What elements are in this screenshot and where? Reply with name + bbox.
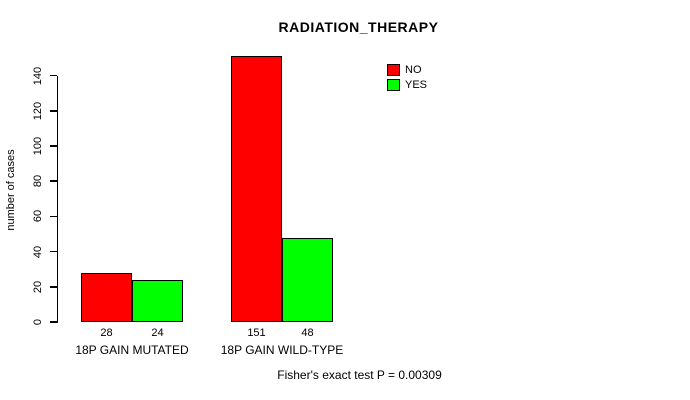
- annotation-text: Fisher's exact test P = 0.00309: [277, 368, 442, 382]
- y-axis-tick: [49, 215, 57, 218]
- y-axis-tick-label: 0: [32, 318, 44, 326]
- bar-no: [81, 272, 132, 322]
- y-axis-tick-label: 20: [32, 280, 44, 293]
- legend-label: NO: [405, 64, 422, 76]
- y-axis-label: number of cases: [5, 149, 17, 231]
- legend-item: YES: [387, 79, 427, 91]
- y-axis-tick: [49, 250, 57, 253]
- y-axis-tick: [49, 145, 57, 147]
- legend-swatch: [387, 64, 400, 76]
- chart-title: RADIATION_THERAPY: [278, 19, 439, 35]
- y-axis-line: [56, 75, 58, 323]
- bar-value-label: 48: [301, 327, 314, 339]
- y-axis-tick: [49, 286, 57, 288]
- y-axis-tick-label: 40: [32, 245, 44, 258]
- bar-yes: [132, 279, 183, 322]
- category-label: 18P GAIN MUTATED: [75, 343, 189, 357]
- y-axis-tick-label: 140: [32, 66, 44, 85]
- y-axis-tick-label: 80: [32, 175, 44, 188]
- y-axis-tick-label: 100: [32, 136, 44, 156]
- y-axis-tick: [49, 321, 57, 323]
- bar-yes: [282, 237, 333, 322]
- legend-swatch: [387, 79, 400, 91]
- y-axis-tick: [49, 180, 57, 182]
- y-axis-tick: [49, 74, 57, 77]
- y-axis-tick-label: 120: [32, 101, 44, 120]
- bar-value-label: 24: [151, 327, 164, 339]
- legend: NO YES: [387, 64, 427, 94]
- bar-value-label: 28: [100, 327, 113, 339]
- y-axis-tick-label: 60: [32, 210, 44, 223]
- bar-value-label: 151: [247, 327, 266, 339]
- legend-label: YES: [405, 79, 428, 91]
- category-label: 18P GAIN WILD-TYPE: [220, 343, 344, 357]
- legend-item: NO: [387, 64, 427, 76]
- y-axis-tick: [49, 110, 57, 112]
- bar-no: [231, 56, 282, 322]
